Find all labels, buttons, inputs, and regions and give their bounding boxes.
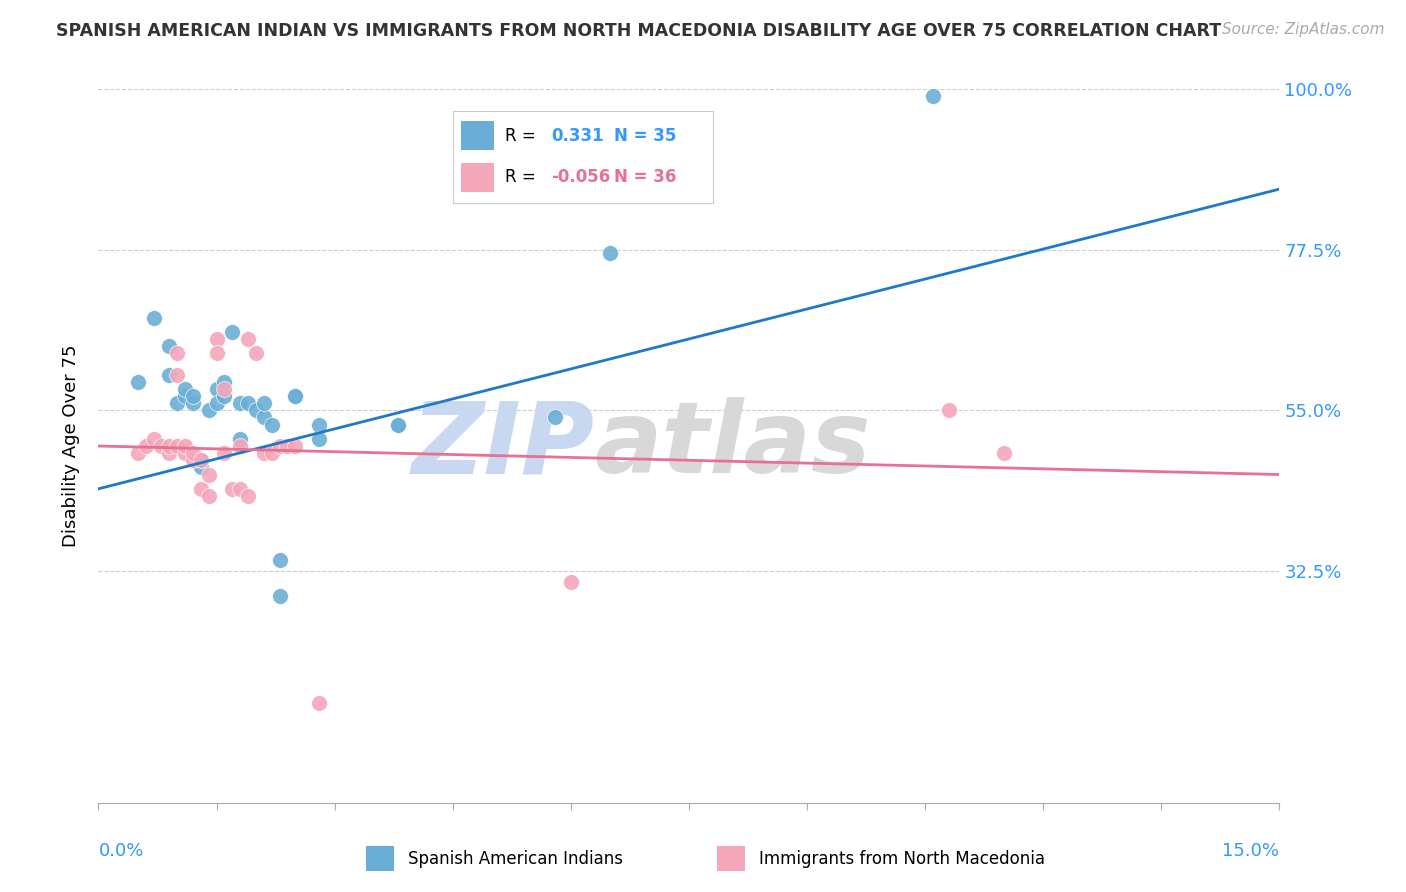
Text: R =: R =	[505, 169, 536, 186]
Point	[236, 332, 259, 346]
Point	[205, 396, 228, 410]
Point	[221, 482, 243, 496]
Point	[253, 396, 276, 410]
Point	[284, 389, 307, 403]
Point	[174, 382, 197, 396]
Text: atlas: atlas	[595, 398, 870, 494]
Point	[166, 396, 188, 410]
Text: 0.331: 0.331	[551, 127, 605, 145]
Text: N = 36: N = 36	[614, 169, 676, 186]
Point	[253, 410, 276, 425]
Point	[157, 439, 180, 453]
Point	[214, 446, 236, 460]
Point	[229, 439, 252, 453]
Point	[387, 417, 409, 432]
Point	[190, 482, 212, 496]
Point	[205, 332, 228, 346]
Point	[260, 417, 283, 432]
Point	[236, 489, 259, 503]
Point	[190, 453, 212, 467]
Point	[229, 482, 252, 496]
Point	[387, 417, 409, 432]
Point	[993, 446, 1015, 460]
Bar	[461, 162, 495, 193]
Point	[181, 396, 204, 410]
Text: N = 35: N = 35	[614, 127, 676, 145]
Point	[544, 410, 567, 425]
Point	[166, 368, 188, 382]
Point	[269, 553, 291, 567]
Text: Source: ZipAtlas.com: Source: ZipAtlas.com	[1222, 22, 1385, 37]
Point	[197, 489, 219, 503]
Point	[308, 696, 330, 710]
Point	[308, 417, 330, 432]
Point	[253, 446, 276, 460]
Bar	[717, 847, 745, 871]
Point	[236, 396, 259, 410]
Point	[214, 389, 236, 403]
Point	[260, 446, 283, 460]
Point	[166, 439, 188, 453]
Point	[276, 439, 298, 453]
Point	[127, 446, 149, 460]
Text: 0.0%: 0.0%	[98, 842, 143, 860]
Point	[181, 389, 204, 403]
Point	[174, 389, 197, 403]
Point	[245, 346, 267, 360]
Y-axis label: Disability Age Over 75: Disability Age Over 75	[62, 344, 80, 548]
Point	[181, 446, 204, 460]
Point	[197, 467, 219, 482]
Point	[197, 403, 219, 417]
Point	[269, 439, 291, 453]
Point	[157, 339, 180, 353]
Text: Spanish American Indians: Spanish American Indians	[408, 849, 623, 868]
Point	[190, 460, 212, 475]
Point	[150, 439, 173, 453]
Point	[214, 382, 236, 396]
Bar	[461, 120, 495, 151]
Text: SPANISH AMERICAN INDIAN VS IMMIGRANTS FROM NORTH MACEDONIA DISABILITY AGE OVER 7: SPANISH AMERICAN INDIAN VS IMMIGRANTS FR…	[56, 22, 1222, 40]
Point	[205, 382, 228, 396]
Text: -0.056: -0.056	[551, 169, 610, 186]
Point	[166, 346, 188, 360]
Point	[245, 403, 267, 417]
Text: Immigrants from North Macedonia: Immigrants from North Macedonia	[759, 849, 1045, 868]
Point	[174, 446, 197, 460]
Text: ZIP: ZIP	[412, 398, 595, 494]
Point	[560, 574, 582, 589]
Point	[938, 403, 960, 417]
Point	[135, 439, 157, 453]
Point	[205, 346, 228, 360]
Point	[157, 446, 180, 460]
Point	[308, 432, 330, 446]
Point	[284, 389, 307, 403]
Point	[599, 246, 621, 260]
Point	[284, 439, 307, 453]
Point	[269, 589, 291, 603]
Point	[142, 310, 165, 325]
Point	[229, 396, 252, 410]
Bar	[366, 847, 394, 871]
Text: R =: R =	[505, 127, 536, 145]
Point	[174, 439, 197, 453]
Point	[229, 432, 252, 446]
Point	[142, 432, 165, 446]
Point	[181, 453, 204, 467]
Point	[922, 89, 945, 103]
Point	[127, 375, 149, 389]
Point	[190, 453, 212, 467]
Point	[221, 325, 243, 339]
Text: 15.0%: 15.0%	[1222, 842, 1279, 860]
Point	[214, 375, 236, 389]
Point	[157, 368, 180, 382]
